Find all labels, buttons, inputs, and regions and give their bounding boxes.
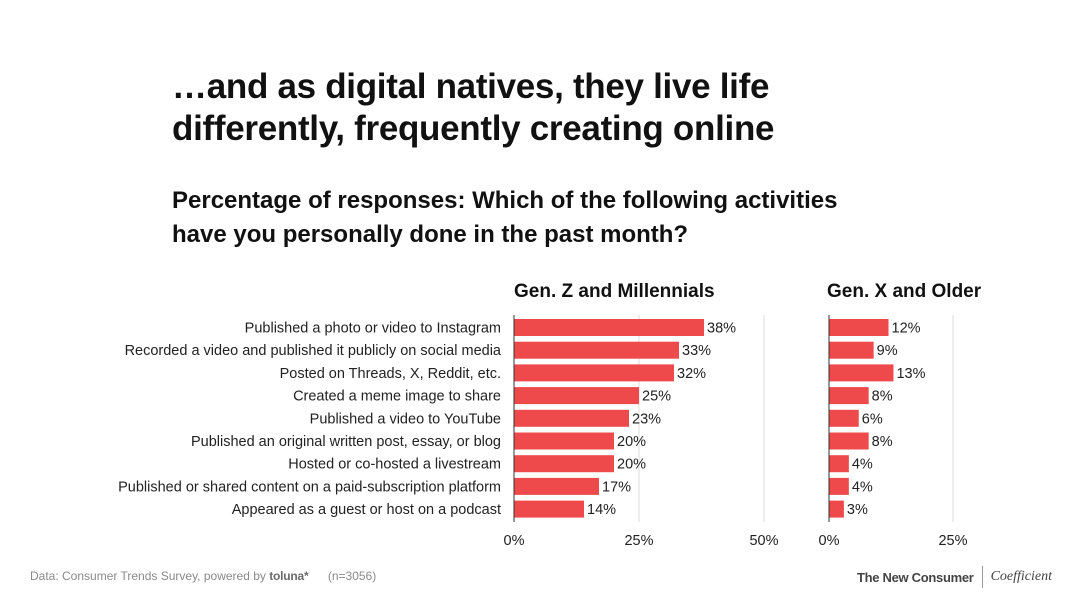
data-label: 25% [642, 389, 671, 405]
sample-size: (n=3056) [327, 569, 377, 583]
data-label: 14% [587, 502, 616, 518]
bar-chart: Published a photo or video to Instagram R… [118, 281, 982, 549]
bar [514, 341, 679, 359]
coefficient-logo: Coefficient [990, 569, 1052, 584]
chart-subtitle: Percentage of responses: Which of the fo… [172, 187, 838, 248]
data-label: 6% [862, 411, 883, 427]
bar [514, 500, 584, 518]
series-title: Gen. X and Older [827, 281, 982, 302]
bar [829, 432, 869, 450]
data-label: 38% [707, 321, 736, 337]
data-label: 17% [602, 479, 631, 495]
data-label: 4% [852, 479, 873, 495]
data-label: 20% [617, 457, 646, 473]
bar [829, 455, 849, 473]
toluna-brand: toluna* [269, 569, 309, 583]
bar [829, 409, 859, 427]
category-label: Published a video to YouTube [310, 411, 501, 427]
category-label: Posted on Threads, X, Reddit, etc. [280, 366, 501, 382]
data-label: 8% [872, 434, 893, 450]
bar [514, 387, 639, 405]
data-label: 9% [877, 343, 898, 359]
tick-label: 25% [624, 533, 653, 549]
bar [829, 477, 849, 495]
data-label: 32% [677, 366, 706, 382]
bar [514, 364, 674, 382]
data-label: 20% [617, 434, 646, 450]
category-label: Appeared as a guest or host on a podcast [232, 502, 501, 518]
data-label: 23% [632, 411, 661, 427]
data-label: 12% [892, 321, 921, 337]
bar [514, 409, 629, 427]
category-label: Published or shared content on a paid-su… [118, 479, 501, 495]
data-label: 8% [872, 389, 893, 405]
tick-label: 0% [819, 533, 840, 549]
bar [514, 319, 704, 336]
the-new-consumer-logo: The New Consumer [857, 569, 974, 585]
bar [514, 455, 614, 473]
bar [829, 341, 874, 359]
data-label: 33% [682, 343, 711, 359]
data-label: 4% [852, 457, 873, 473]
source-text: Data: Consumer Trends Survey, powered by [30, 569, 266, 583]
tick-label: 0% [504, 533, 525, 549]
tick-label: 25% [938, 533, 967, 549]
bar [514, 432, 614, 450]
category-label: Published an original written post, essa… [191, 434, 501, 450]
bar [514, 477, 599, 495]
data-label: 3% [847, 502, 868, 518]
bar [829, 500, 844, 518]
logo-divider [981, 566, 983, 588]
logos: The New Consumer Coefficient [857, 565, 1052, 589]
category-label: Created a meme image to share [293, 389, 501, 405]
bar [829, 319, 889, 336]
bar [829, 364, 894, 382]
category-label: Published a photo or video to Instagram [245, 321, 501, 337]
category-label: Hosted or co-hosted a livestream [288, 457, 501, 473]
series-title: Gen. Z and Millennials [514, 281, 715, 302]
tick-label: 50% [749, 533, 778, 549]
data-label: 13% [896, 366, 925, 382]
category-label: Recorded a video and published it public… [125, 343, 502, 359]
footer-source: Data: Consumer Trends Survey, powered by… [30, 569, 376, 583]
chart-title: …and as digital natives, they live life … [172, 67, 775, 148]
bar [829, 387, 869, 405]
